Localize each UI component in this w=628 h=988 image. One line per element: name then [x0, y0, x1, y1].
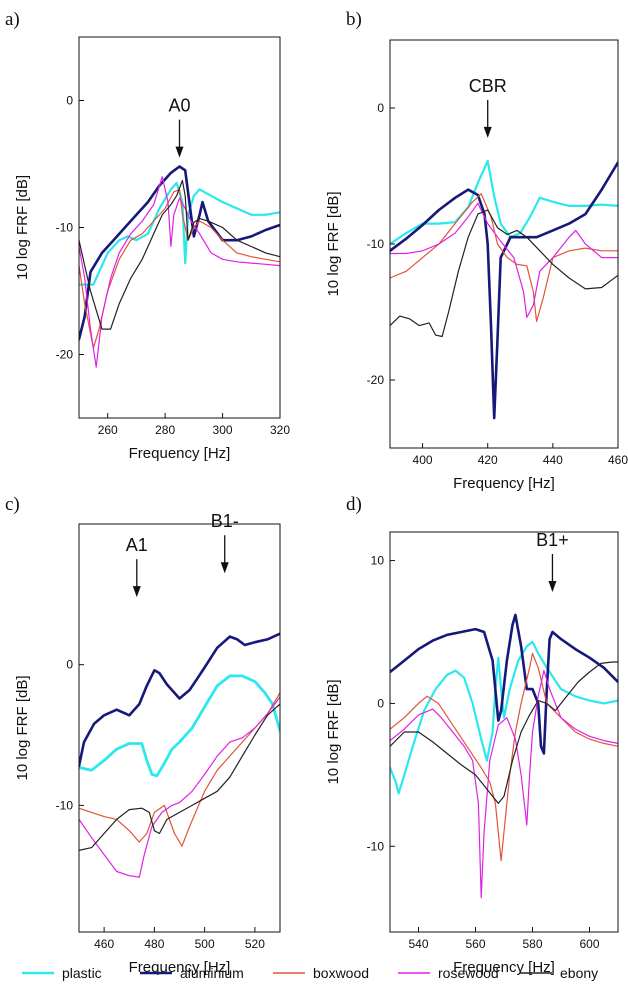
series-line-rosewood: [79, 176, 280, 368]
x-tick-label: 460: [94, 937, 114, 951]
series-line-boxwood: [390, 193, 618, 323]
legend-item-aluminium: aluminium: [140, 965, 244, 981]
legend-label: aluminium: [180, 965, 244, 981]
series-line-aluminium: [390, 613, 618, 755]
annotation-label: B1+: [536, 530, 569, 550]
y-tick-label: 0: [377, 101, 384, 115]
legend-label: rosewood: [438, 965, 499, 981]
legend-label: ebony: [560, 965, 598, 981]
x-tick-label: 260: [98, 423, 118, 437]
series-line-aluminium: [79, 165, 280, 341]
series-line-ebony: [79, 703, 280, 851]
annotation-label: B1-: [211, 511, 239, 531]
x-tick-label: 540: [408, 937, 428, 951]
plot-frame: [78, 36, 281, 419]
x-tick-label: 280: [155, 423, 175, 437]
y-tick-label: -10: [56, 221, 74, 235]
y-tick-label: 10: [371, 554, 385, 568]
annotation-label: A1: [126, 535, 148, 555]
y-tick-label: -10: [56, 798, 74, 812]
x-axis-label: Frequency [Hz]: [453, 475, 555, 492]
y-tick-label: 0: [66, 658, 73, 672]
series-line-ebony: [79, 179, 280, 330]
y-tick-label: -20: [367, 373, 385, 387]
series-line-rosewood: [390, 670, 618, 899]
legend-label: boxwood: [313, 965, 369, 981]
y-axis-label: 10 log FRF [dB]: [325, 679, 342, 784]
series-line-boxwood: [79, 692, 280, 847]
x-tick-label: 520: [245, 937, 265, 951]
annotation-label: CBR: [469, 76, 507, 96]
y-axis-label: 10 log FRF [dB]: [14, 675, 31, 780]
series-line-rosewood: [79, 696, 280, 878]
x-tick-label: 560: [465, 937, 485, 951]
chart-panels: a) 260 280 300 320 0 -10 -20 Frequency [Hz] 10 lo…: [5, 9, 628, 976]
x-tick-label: 400: [413, 453, 433, 467]
series-line-plastic: [79, 674, 280, 778]
legend-item-plastic: plastic: [22, 965, 102, 981]
annotation-arrowhead: [483, 126, 492, 138]
panel-label: c): [5, 494, 20, 515]
legend: plastic aluminium boxwood rosewood ebony: [22, 965, 598, 981]
series-line-plastic: [390, 159, 618, 246]
x-tick-label: 460: [608, 453, 628, 467]
series-line-rosewood: [390, 202, 618, 318]
panel-a: a) 260 280 300 320 0 -10 -20 Frequency [Hz] 10 lo…: [5, 9, 290, 462]
annotation-arrowhead: [548, 581, 557, 592]
x-axis-label: Frequency [Hz]: [129, 445, 231, 462]
y-tick-label: -20: [56, 348, 74, 362]
x-tick-label: 300: [213, 423, 233, 437]
y-axis-label: 10 log FRF [dB]: [14, 175, 31, 280]
panel-label: b): [346, 9, 362, 30]
series-group: [79, 632, 280, 878]
panel-d: d) 540 560 580 600 10 0 -10 Frequency [Hz] 10 log…: [325, 494, 619, 976]
plot-frame: [389, 531, 619, 933]
panel-label: a): [5, 9, 20, 30]
series-line-aluminium: [390, 161, 618, 420]
x-tick-label: 580: [522, 937, 542, 951]
x-axis-label: Frequency [Hz]: [453, 959, 555, 976]
y-axis-label: 10 log FRF [dB]: [325, 191, 342, 296]
panel-label: d): [346, 494, 362, 515]
y-tick-label: -10: [367, 839, 385, 853]
x-tick-label: 480: [144, 937, 164, 951]
legend-item-ebony: ebony: [520, 965, 598, 981]
panel-b: b) 400 420 440 460 0 -10 -20 Frequency [Hz] 10 lo…: [325, 9, 628, 492]
x-tick-label: 440: [543, 453, 563, 467]
series-group: [390, 159, 618, 420]
x-tick-label: 420: [478, 453, 498, 467]
annotation-arrowhead: [220, 562, 229, 574]
annotation-arrowhead: [132, 586, 141, 598]
y-tick-label: -10: [367, 237, 385, 251]
x-tick-label: 600: [579, 937, 599, 951]
series-line-plastic: [79, 181, 280, 286]
x-tick-label: 320: [270, 423, 290, 437]
series-group: [79, 165, 280, 368]
legend-item-boxwood: boxwood: [273, 965, 369, 981]
y-tick-label: 0: [66, 94, 73, 108]
plot-frame: [389, 39, 619, 449]
annotation-arrowhead: [175, 146, 184, 158]
legend-label: plastic: [62, 965, 102, 981]
series-line-ebony: [390, 209, 618, 338]
annotation-label: A0: [168, 96, 190, 116]
series-line-plastic: [390, 640, 618, 795]
series-line-ebony: [390, 661, 618, 804]
plot-frame: [78, 523, 281, 933]
series-line-aluminium: [79, 632, 280, 768]
legend-item-rosewood: rosewood: [398, 965, 499, 981]
x-tick-label: 500: [195, 937, 215, 951]
series-group: [390, 613, 618, 899]
y-tick-label: 0: [377, 696, 384, 710]
